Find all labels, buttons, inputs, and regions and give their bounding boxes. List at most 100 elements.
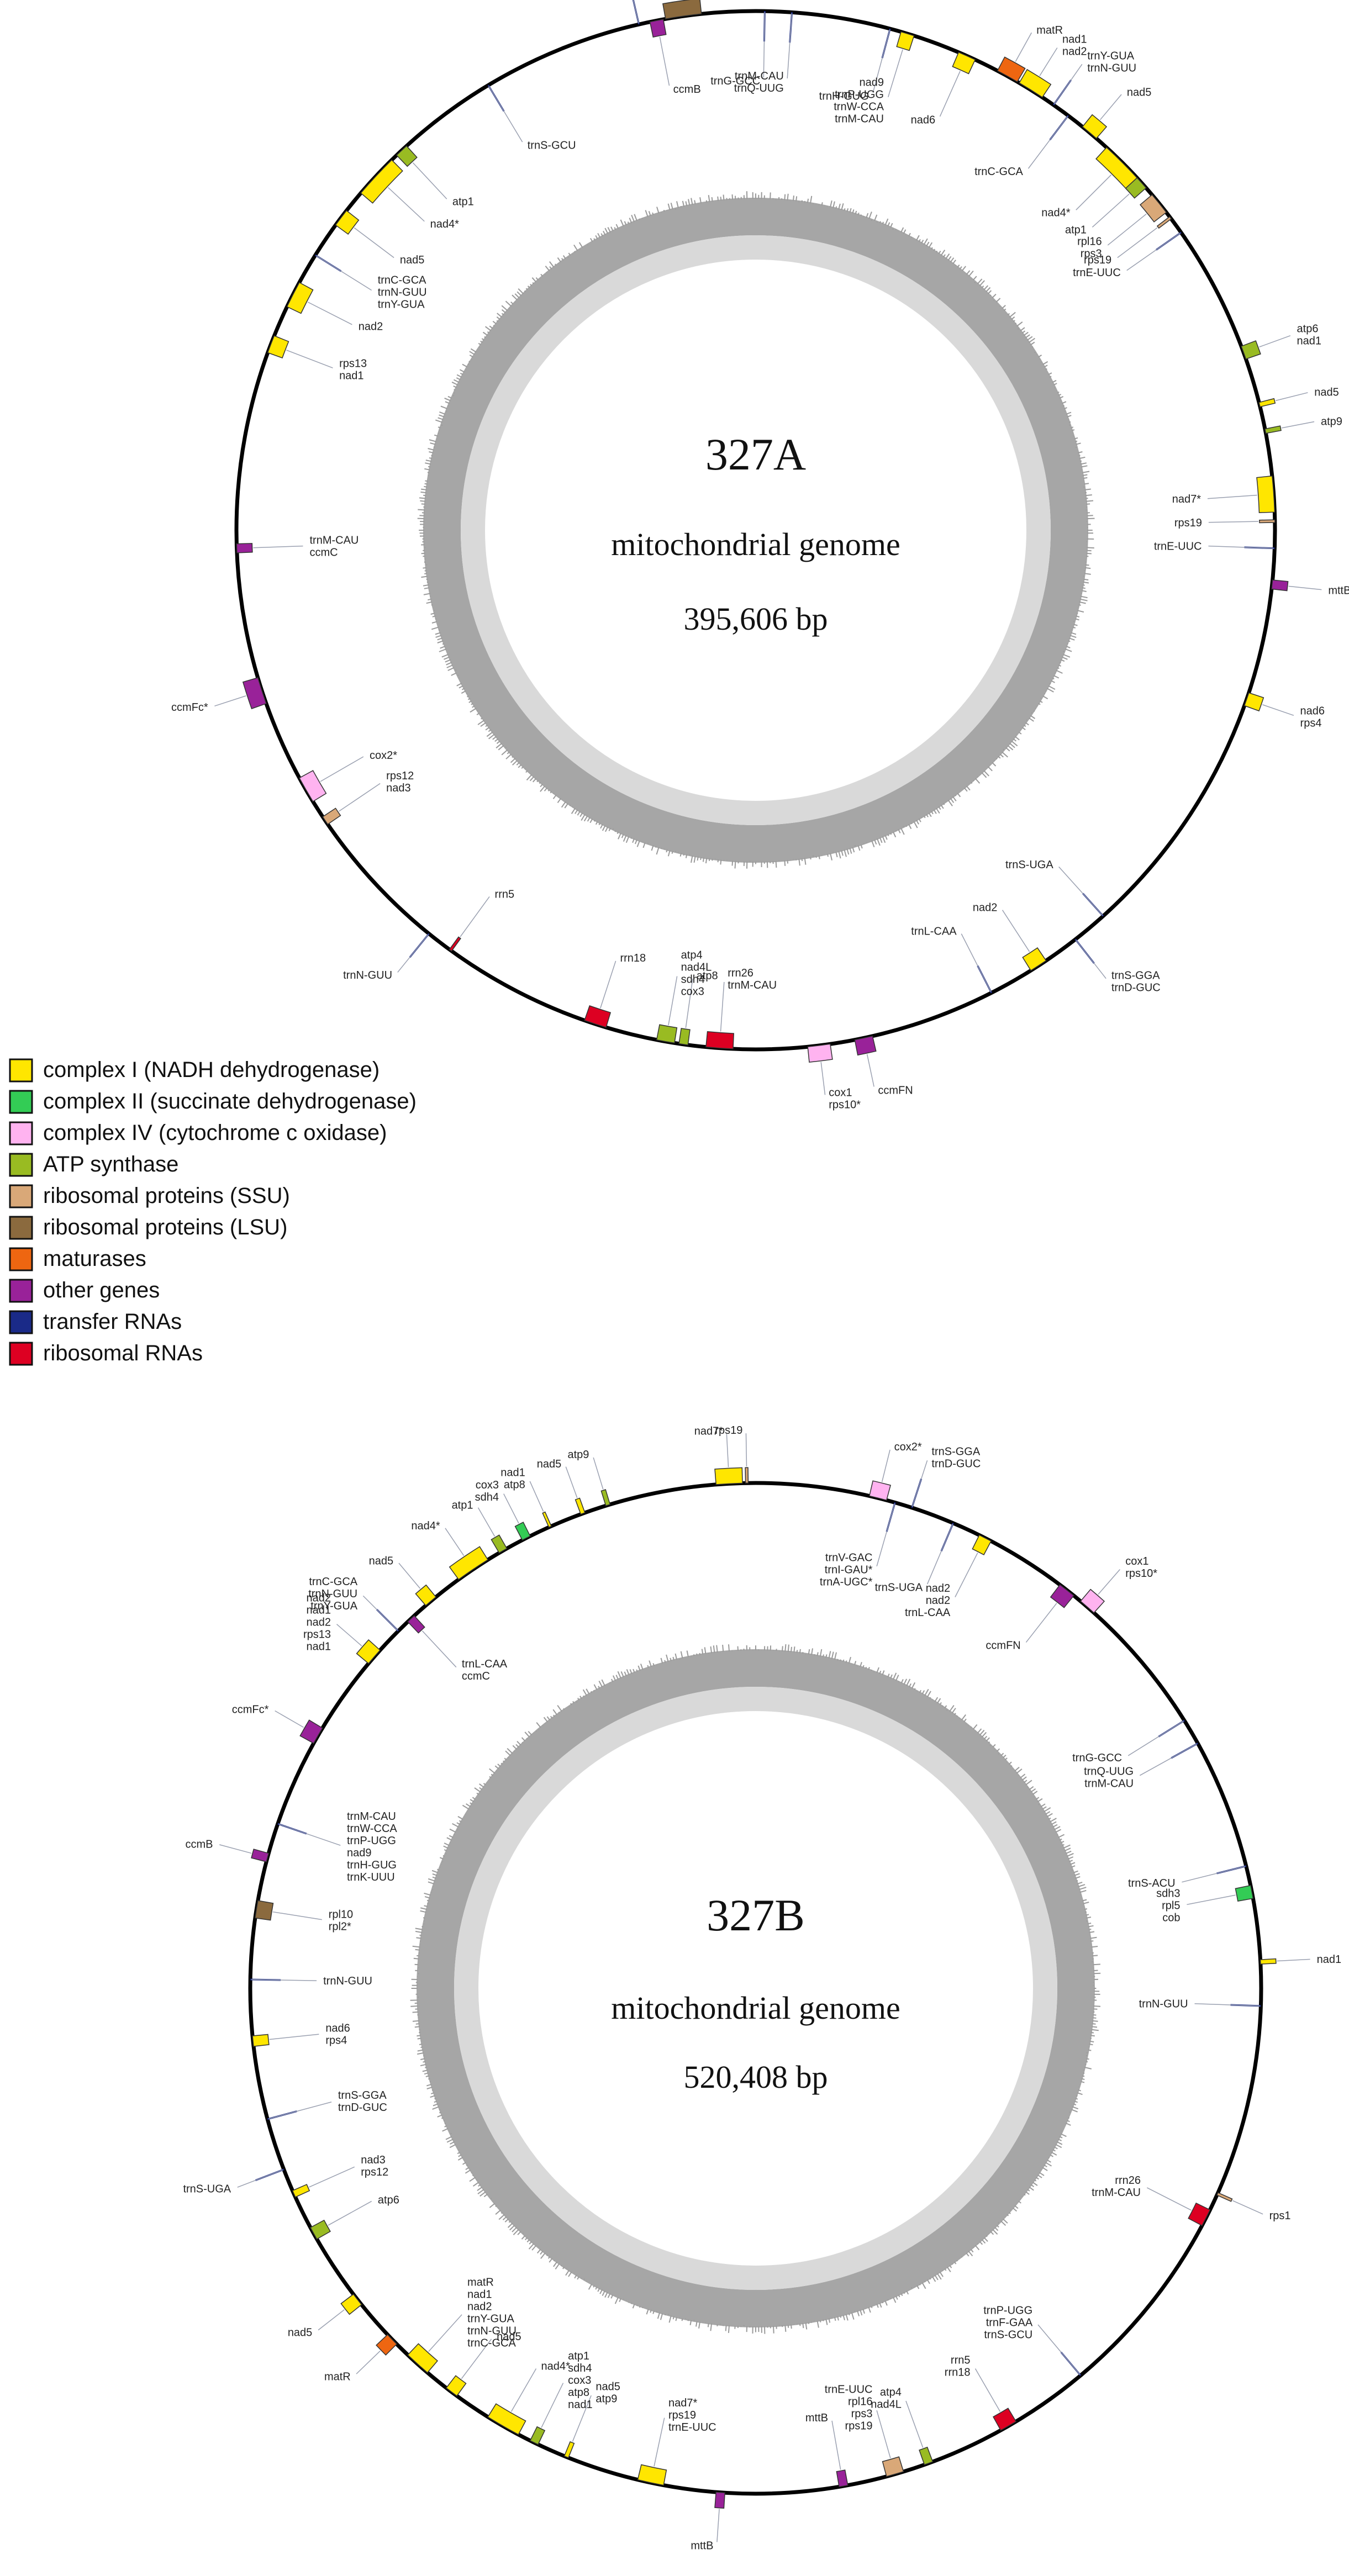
gene-leader-line <box>685 978 693 1028</box>
gene-label: nad5 <box>1314 386 1339 398</box>
gene-block <box>1235 1885 1254 1902</box>
gc-content-outer-ring <box>417 1649 1095 2327</box>
gene-feature: trnN-GUU <box>343 933 430 981</box>
gene-label: cox2* <box>894 1441 922 1453</box>
gene-label: ccmFc* <box>232 1704 269 1716</box>
gene-label: ccmC <box>309 546 338 558</box>
map-327a: trnK-UUUrpl10rpl2*ccmBtrnG-GCCtrnM-CAUtr… <box>171 0 1349 1111</box>
gene-block <box>882 2456 904 2477</box>
gene-block <box>407 2343 438 2373</box>
gene-block <box>335 210 360 235</box>
gene-label: rps10* <box>1125 1567 1157 1580</box>
gene-leader-line <box>866 1054 874 1087</box>
gene-block <box>491 1534 508 1554</box>
gene-feature: trnS-GCU <box>487 85 576 151</box>
gene-leader-line <box>398 1563 421 1589</box>
gene-feature: mttB <box>1271 579 1349 597</box>
gene-feature: ccmFN <box>854 1036 913 1096</box>
gene-label: ccmFc* <box>171 701 208 714</box>
gene-block <box>997 56 1026 83</box>
gene-block <box>1243 692 1264 712</box>
gene-label: nad7* <box>1172 493 1201 505</box>
gene-feature: nad4* <box>411 1520 489 1580</box>
gene-block <box>322 807 341 825</box>
gene-label: nad4L <box>871 2398 902 2410</box>
legend-item: ribosomal proteins (SSU) <box>9 1184 290 1208</box>
gene-label: rpl2* <box>329 1921 351 1933</box>
gene-label: trnY-GUA <box>378 299 425 311</box>
gene-label: nad5 <box>288 2326 313 2339</box>
gene-label: rps1 <box>1269 2210 1291 2222</box>
legend-swatch <box>9 1184 33 1208</box>
gene-leader-line <box>1182 1866 1246 1883</box>
gene-label: trnE-UUC <box>1154 540 1202 552</box>
gene-label: rps19 <box>668 2409 696 2421</box>
gene-label: trnH-GUG <box>347 1859 397 1871</box>
gene-label: nad2 <box>926 1582 951 1595</box>
gene-label: trnM-CAU <box>1084 1777 1134 1790</box>
gene-label: nad4L <box>681 962 712 974</box>
gene-feature: rps1 <box>1216 2192 1291 2222</box>
gene-block <box>1156 216 1172 229</box>
gene-feature: trnS-UGA <box>183 2168 284 2195</box>
gene-label: trnD-GUC <box>338 2102 387 2114</box>
gene-label: rps12 <box>361 2166 388 2178</box>
gene-label: trnC-GCA <box>974 166 1023 178</box>
legend-swatch <box>9 1153 33 1177</box>
gene-leader-line <box>876 1503 895 1567</box>
gene-label: trnV-GAC <box>825 1552 873 1564</box>
gene-block <box>449 1546 489 1580</box>
gene-leader-line <box>1126 233 1181 271</box>
gene-label: mttB <box>691 2540 713 2552</box>
gene-leader-line <box>387 187 425 222</box>
gene-label: cox2* <box>370 749 397 762</box>
gene-block <box>649 19 667 38</box>
gene-leader-line <box>1107 213 1147 246</box>
gene-label: trnM-CAU <box>835 113 884 125</box>
gene-block <box>1256 475 1276 513</box>
gene-feature: atp1 <box>452 1499 508 1554</box>
gene-feature: ccmFN <box>986 1584 1074 1651</box>
gene-label: nad5 <box>1127 86 1152 98</box>
gene-label: trnE-UUC <box>668 2421 716 2434</box>
gene-leader-line <box>1207 494 1257 499</box>
gene-label: trnN-GUU <box>308 1588 357 1600</box>
gene-label: trnN-GUU <box>343 969 392 981</box>
gene-leader-line <box>1092 193 1130 228</box>
gene-label: trnK-UUU <box>347 1871 395 1883</box>
gene-label: trnP-UGG <box>835 89 884 101</box>
gene-label: nad1 <box>306 1641 331 1653</box>
gene-label: nad4* <box>1041 207 1070 219</box>
gene-label: trnS-GCU <box>528 139 576 151</box>
gene-leader-line <box>911 1460 928 1507</box>
gene-label: trnE-UUC <box>825 2383 873 2395</box>
genome-length: 520,408 bp <box>684 2059 828 2095</box>
gene-label: trnY-GUA <box>310 1600 358 1612</box>
gene-label: nad1 <box>339 369 364 382</box>
gene-leader-line <box>320 756 364 782</box>
gene-block <box>542 1511 552 1528</box>
legend-label: ribosomal proteins (LSU) <box>43 1215 287 1239</box>
gene-label: atp1 <box>452 196 474 208</box>
gene-leader-line <box>309 2166 355 2188</box>
gene-label: rrn18 <box>945 2366 971 2378</box>
gene-label: atp6 <box>1297 323 1319 335</box>
gene-label: rps10* <box>829 1099 861 1111</box>
gene-block <box>376 2334 398 2356</box>
gene-label: rrn26 <box>728 967 753 979</box>
gene-leader-line <box>1277 1959 1310 1962</box>
gene-block <box>449 936 461 952</box>
gene-label: rps13 <box>339 357 367 369</box>
gene-leader-line <box>1099 94 1122 120</box>
gene-label: nad5 <box>497 2331 521 2343</box>
gene-label: sdh4 <box>568 2362 592 2374</box>
gene-block <box>807 1043 833 1063</box>
gene-block <box>896 31 915 51</box>
